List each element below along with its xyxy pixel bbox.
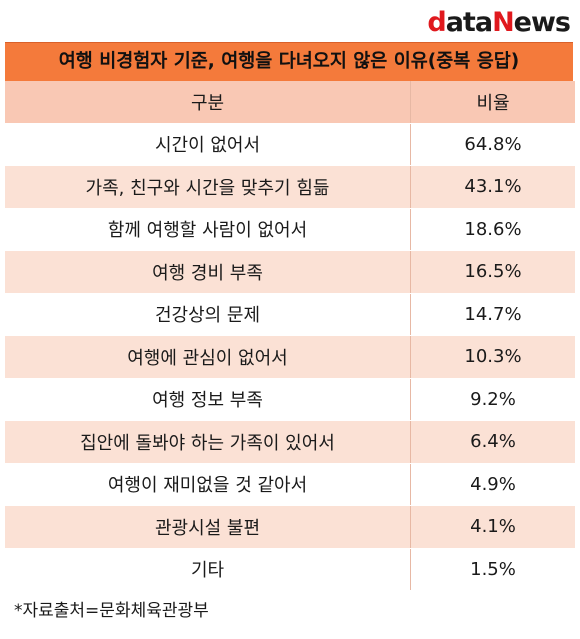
row-label: 집안에 돌봐야 하는 가족이 있어서 bbox=[5, 420, 411, 464]
row-value: 16.5% bbox=[410, 250, 575, 294]
table-row: 관광시설 불편 4.1% bbox=[5, 505, 575, 549]
reasons-table: 구분 비율 시간이 없어서 64.8% 가족, 친구와 시간을 맞추기 힘듦 4… bbox=[5, 81, 575, 591]
row-label: 관광시설 불편 bbox=[5, 505, 411, 549]
row-label: 함께 여행할 사람이 없어서 bbox=[5, 208, 411, 251]
table-title: 여행 비경험자 기준, 여행을 다녀오지 않은 이유(중복 응답) bbox=[5, 42, 573, 82]
table-header-row: 구분 비율 bbox=[5, 81, 575, 124]
datanews-logo: dataNews bbox=[427, 6, 571, 40]
row-value: 4.1% bbox=[410, 505, 575, 549]
table-row: 건강상의 문제 14.7% bbox=[5, 293, 575, 336]
row-value: 14.7% bbox=[410, 293, 575, 336]
table-row: 기타 1.5% bbox=[5, 548, 575, 591]
row-value: 64.8% bbox=[410, 123, 575, 166]
header-category: 구분 bbox=[5, 81, 411, 124]
row-label: 여행에 관심이 없어서 bbox=[5, 335, 411, 379]
row-label: 여행 경비 부족 bbox=[5, 250, 411, 294]
logo-letter-d: d bbox=[427, 7, 446, 38]
row-label: 여행 정보 부족 bbox=[5, 378, 411, 421]
table-row: 가족, 친구와 시간을 맞추기 힘듦 43.1% bbox=[5, 165, 575, 209]
row-value: 10.3% bbox=[410, 335, 575, 379]
table-row: 여행에 관심이 없어서 10.3% bbox=[5, 335, 575, 379]
logo-text-ews: ews bbox=[513, 7, 571, 38]
source-note: *자료출처=문화체육관광부 bbox=[14, 601, 209, 621]
table-row: 여행 정보 부족 9.2% bbox=[5, 378, 575, 421]
row-label: 시간이 없어서 bbox=[5, 123, 411, 166]
table-row: 함께 여행할 사람이 없어서 18.6% bbox=[5, 208, 575, 251]
logo-text-ata: ata bbox=[445, 7, 493, 38]
row-label: 가족, 친구와 시간을 맞추기 힘듦 bbox=[5, 165, 411, 209]
table-row: 시간이 없어서 64.8% bbox=[5, 123, 575, 166]
row-label: 건강상의 문제 bbox=[5, 293, 411, 336]
row-value: 1.5% bbox=[410, 548, 575, 591]
row-value: 18.6% bbox=[410, 208, 575, 251]
row-value: 6.4% bbox=[410, 420, 575, 464]
logo-letter-n: N bbox=[492, 7, 515, 38]
row-value: 9.2% bbox=[410, 378, 575, 421]
table-row: 집안에 돌봐야 하는 가족이 있어서 6.4% bbox=[5, 420, 575, 464]
row-label: 여행이 재미없을 것 같아서 bbox=[5, 463, 411, 506]
row-label: 기타 bbox=[5, 548, 411, 591]
header-ratio: 비율 bbox=[410, 81, 575, 124]
row-value: 4.9% bbox=[410, 463, 575, 506]
row-value: 43.1% bbox=[410, 165, 575, 209]
table-row: 여행이 재미없을 것 같아서 4.9% bbox=[5, 463, 575, 506]
table-row: 여행 경비 부족 16.5% bbox=[5, 250, 575, 294]
